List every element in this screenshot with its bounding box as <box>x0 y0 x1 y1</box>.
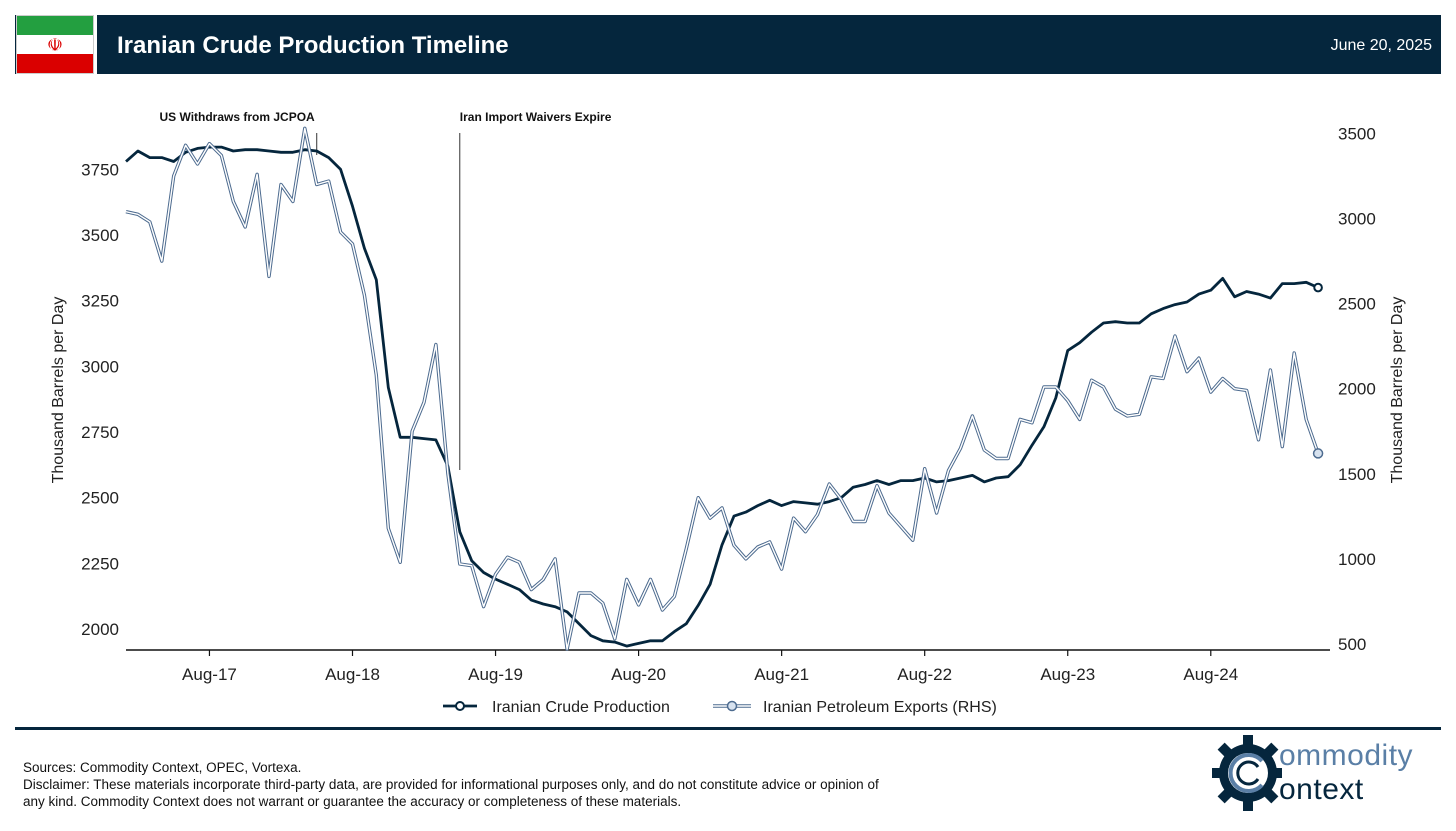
y-tick-label: 2250 <box>81 554 119 573</box>
legend-exports-label: Iranian Petroleum Exports (RHS) <box>763 699 997 716</box>
y-tick-label: 3500 <box>81 226 119 245</box>
report-date: June 20, 2025 <box>1330 37 1432 54</box>
annotation-label: Iran Import Waivers Expire <box>460 110 612 124</box>
y-tick-label: 3250 <box>81 292 119 311</box>
y-tick-label: 2000 <box>81 620 119 639</box>
iran-flag-icon: ☫ <box>16 15 94 74</box>
logo-line-1: ommodity <box>1279 739 1414 772</box>
flag-red-band <box>17 54 93 73</box>
y2-tick-label: 1000 <box>1338 550 1376 569</box>
legend-exports-marker <box>726 700 738 712</box>
y2-axis-label: Thousand Barrels per Day <box>1389 297 1406 484</box>
y2-tick-label: 2000 <box>1338 380 1376 399</box>
footer-divider <box>15 727 1441 730</box>
series-exports-line <box>125 127 1319 650</box>
x-tick-label: Aug-22 <box>897 665 952 684</box>
y2-tick-label: 2500 <box>1338 295 1376 314</box>
y2-tick-label: 500 <box>1338 635 1366 654</box>
legend-production-label: Iranian Crude Production <box>492 699 670 716</box>
y2-tick-label: 3500 <box>1338 124 1376 143</box>
flag-divider <box>94 15 97 74</box>
page-title: Iranian Crude Production Timeline <box>117 32 509 59</box>
x-tick-label: Aug-21 <box>754 665 809 684</box>
x-tick-label: Aug-17 <box>182 665 237 684</box>
y-tick-label: 3750 <box>81 160 119 179</box>
x-tick-label: Aug-18 <box>325 665 380 684</box>
legend-production-marker <box>455 701 465 711</box>
annotation-label: US Withdraws from JCPOA <box>159 110 315 124</box>
sources-text: Sources: Commodity Context, OPEC, Vortex… <box>23 760 302 775</box>
flag-emblem-icon: ☫ <box>46 35 64 55</box>
series-production-endpoint <box>1313 282 1323 293</box>
y-tick-label: 3000 <box>81 357 119 376</box>
x-tick-label: Aug-23 <box>1040 665 1095 684</box>
y-tick-label: 2750 <box>81 423 119 442</box>
series-exports-endpoint <box>1312 448 1324 459</box>
logo-line-2: ontext <box>1279 773 1364 806</box>
y2-tick-label: 3000 <box>1338 210 1376 229</box>
commodity-context-logo: ommodity ontext <box>1212 733 1442 825</box>
x-tick-label: Aug-19 <box>468 665 523 684</box>
y-tick-label: 2500 <box>81 489 119 508</box>
header-bar <box>15 15 1441 74</box>
flag-green-band <box>17 16 93 35</box>
gear-icon <box>1212 735 1282 811</box>
x-tick-label: Aug-20 <box>611 665 666 684</box>
y-axis-label: Thousand Barrels per Day <box>50 297 67 484</box>
disclaimer-text: Disclaimer: These materials incorporate … <box>23 777 879 809</box>
y2-tick-label: 1500 <box>1338 465 1376 484</box>
series-exports-outline <box>125 126 1320 651</box>
x-tick-label: Aug-24 <box>1183 665 1238 684</box>
series-production-line <box>125 145 1319 648</box>
flag-white-band <box>17 34 93 54</box>
